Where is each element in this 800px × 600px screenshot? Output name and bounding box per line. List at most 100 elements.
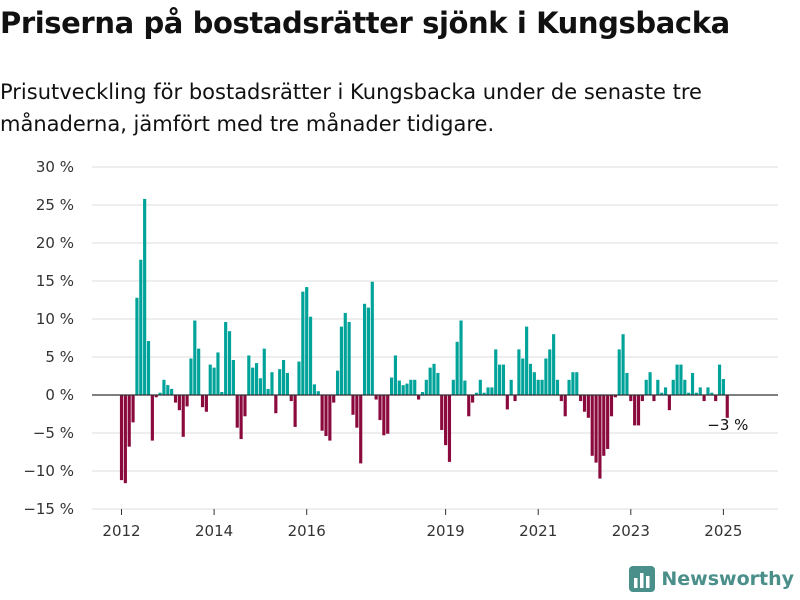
bar: [594, 395, 598, 463]
bar: [332, 395, 336, 403]
bar: [243, 395, 247, 417]
bar: [409, 379, 413, 395]
y-tick-label: −15 %: [23, 500, 74, 518]
bar: [625, 372, 629, 395]
bar: [204, 395, 208, 412]
bar: [474, 392, 479, 395]
chart-title: Priserna på bostadsrätter sjönk i Kungsb…: [0, 6, 730, 40]
x-tick-label: 2012: [102, 522, 140, 540]
bar: [467, 395, 471, 417]
bar: [648, 372, 652, 395]
bar: [143, 198, 147, 395]
bar: [717, 364, 722, 395]
bar: [490, 387, 494, 395]
bar: [636, 395, 641, 426]
bar: [320, 395, 324, 431]
bar: [602, 395, 606, 456]
bar: [200, 395, 205, 408]
bar: [224, 322, 228, 395]
bar: [347, 322, 351, 395]
bar: [231, 360, 235, 395]
bar: [131, 395, 135, 423]
bar: [301, 291, 305, 395]
bar: [378, 395, 382, 421]
bar: [598, 395, 602, 479]
bar: [359, 395, 363, 464]
x-tick-label: 2019: [427, 522, 465, 540]
bar: [536, 379, 540, 395]
bar: [150, 395, 154, 441]
bar: [266, 388, 270, 395]
bar: [212, 367, 216, 395]
bar: [208, 364, 212, 395]
bars: [119, 198, 729, 484]
bar: [710, 392, 714, 395]
bar: [227, 331, 232, 395]
bar: [667, 395, 671, 411]
brand-name: Newsworthy: [661, 568, 794, 590]
bar: [683, 379, 687, 395]
x-tick-label: 2014: [195, 522, 233, 540]
x-tick-label: 2023: [612, 522, 650, 540]
bar: [440, 395, 444, 430]
brand-logo: Newsworthy: [629, 566, 794, 592]
bar: [586, 395, 590, 418]
bar: [471, 395, 475, 403]
bar: [590, 395, 594, 456]
bar: [154, 395, 158, 398]
bar: [525, 326, 529, 395]
bar: [197, 348, 201, 395]
bar: [216, 352, 220, 395]
bar: [478, 379, 482, 395]
bar: [193, 320, 197, 395]
bar: [339, 326, 343, 395]
bar: [177, 395, 181, 411]
bar: [698, 387, 702, 395]
bar: [436, 372, 440, 395]
x-axis-ticks: 2012 2014 2016 2019 2021 2023 2025: [102, 509, 742, 540]
bar: [555, 379, 560, 395]
gridlines: [92, 166, 778, 510]
bar: [254, 363, 259, 395]
y-tick-label: 0 %: [45, 386, 74, 404]
bar: [397, 380, 401, 395]
bar: [278, 369, 282, 395]
bar: [139, 259, 143, 395]
bar: [308, 316, 313, 395]
bar: [540, 379, 544, 395]
bar: [444, 395, 448, 446]
bar: [181, 395, 185, 437]
bar: [532, 372, 536, 395]
y-tick-label: 30 %: [36, 158, 74, 176]
last-value-label: −3 %: [707, 416, 748, 434]
bar: [575, 372, 579, 395]
bar: [189, 358, 193, 395]
bar: [494, 349, 498, 395]
bar: [305, 287, 309, 395]
bar: [660, 392, 664, 395]
bar: [663, 387, 668, 395]
bar: [629, 395, 633, 402]
y-tick-label: 10 %: [36, 310, 74, 328]
bar: [413, 379, 417, 395]
bar: [459, 320, 463, 395]
y-tick-label: −5 %: [33, 424, 74, 442]
bar: [324, 395, 328, 437]
y-tick-label: 5 %: [45, 348, 74, 366]
bar: [386, 395, 390, 434]
bar: [482, 392, 486, 395]
bar: [563, 395, 567, 417]
bar: [374, 395, 378, 400]
bar: [571, 372, 575, 395]
bar: [343, 312, 347, 395]
y-tick-label: 25 %: [36, 196, 74, 214]
bar: [401, 385, 405, 395]
bar: [694, 392, 698, 395]
y-tick-label: 15 %: [36, 272, 74, 290]
bar: [552, 334, 556, 395]
bar: [517, 349, 521, 395]
bar: [239, 395, 243, 440]
bar: [528, 363, 533, 395]
bar: [447, 395, 452, 462]
bar: [335, 370, 340, 395]
